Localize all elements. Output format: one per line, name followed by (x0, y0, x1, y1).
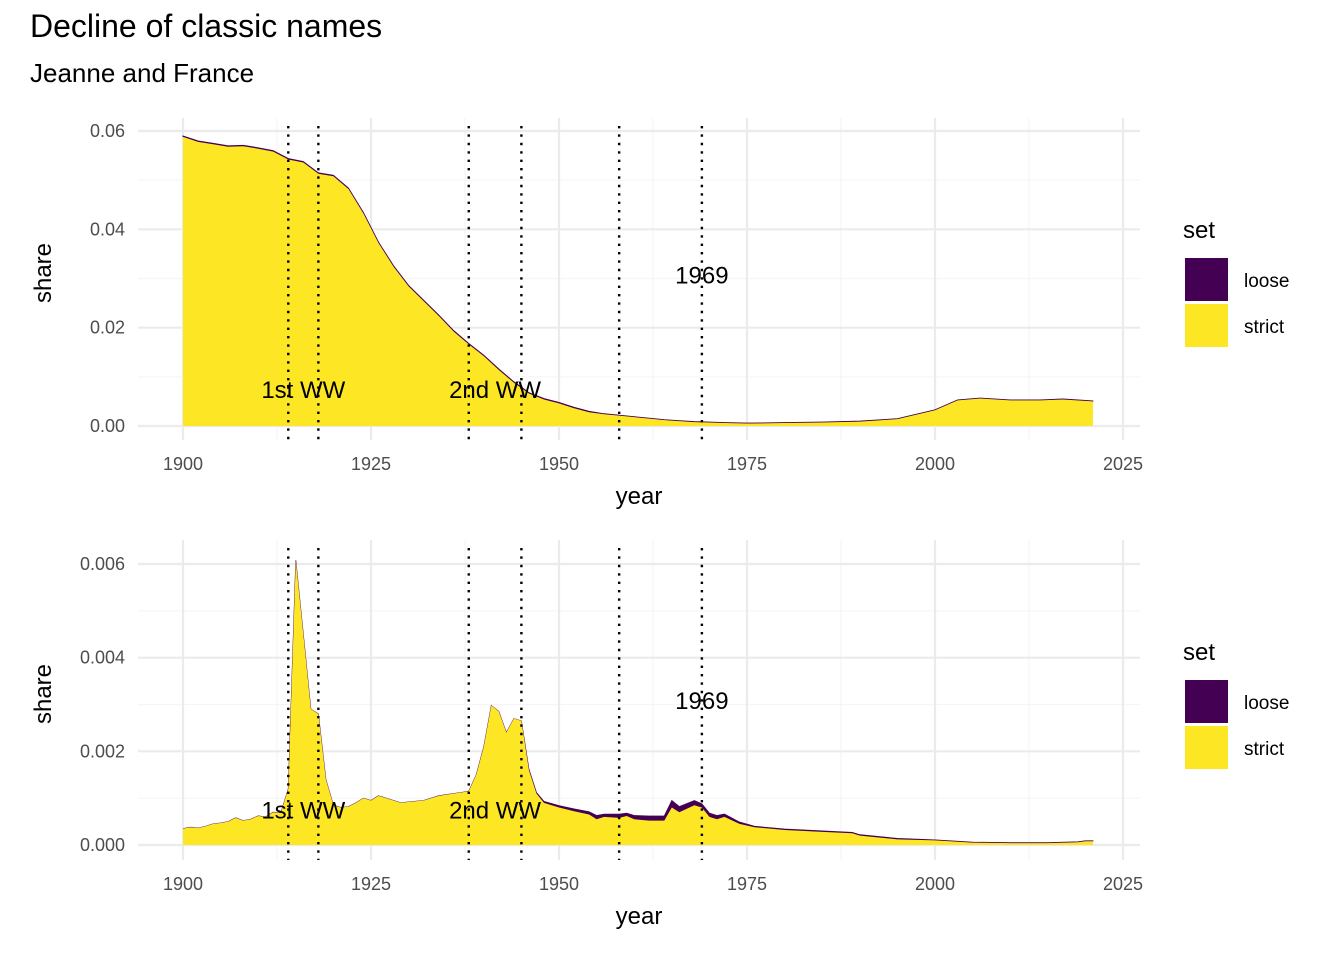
annotation-label: 2nd WW (449, 377, 541, 404)
annotation-label: 1st WW (261, 797, 345, 824)
x-axis-title: year (616, 483, 663, 510)
x-tick-label: 1925 (351, 454, 391, 474)
y-tick-label: 0.002 (80, 741, 125, 761)
legend-key-strict (1185, 726, 1228, 769)
x-tick-label: 1950 (539, 454, 579, 474)
legend-label-strict: strict (1244, 739, 1285, 760)
y-tick-label: 0.04 (90, 219, 125, 239)
series-loose-area (182, 560, 1094, 844)
legend-label-loose: loose (1244, 271, 1289, 292)
y-axis-title: share (30, 664, 57, 724)
legend: set loose strict (1183, 639, 1289, 769)
panel-2: 1st WW 2nd WW 1969 0.000 0.002 0.004 0.006 1900… (30, 540, 1289, 930)
x-tick-label: 1975 (727, 874, 767, 894)
legend-key-loose (1185, 258, 1228, 301)
y-tick-label: 0.006 (80, 554, 125, 574)
x-tick-label: 2025 (1103, 874, 1143, 894)
series-strict-area (183, 136, 1093, 426)
y-tick-label: 0.000 (80, 835, 125, 855)
x-tick-label: 2000 (915, 874, 955, 894)
chart-subtitle: Jeanne and France (30, 58, 255, 88)
chart-title: Decline of classic names (30, 8, 383, 44)
x-tick-label: 2000 (915, 454, 955, 474)
x-axis-title: year (616, 903, 663, 930)
panel-1: 1st WW 2nd WW 1969 0.00 0.02 0.04 0.06 1900 1925… (30, 118, 1289, 510)
x-tick-label: 2025 (1103, 454, 1143, 474)
series-strict-area (183, 560, 1093, 845)
annotation-label: 1969 (675, 688, 728, 715)
legend: set loose strict (1183, 217, 1289, 347)
y-tick-label: 0.004 (80, 648, 125, 668)
y-tick-label: 0.00 (90, 416, 125, 436)
y-tick-label: 0.06 (90, 121, 125, 141)
legend-title: set (1183, 217, 1215, 244)
y-axis-title: share (30, 243, 57, 303)
legend-title: set (1183, 639, 1215, 666)
legend-label-strict: strict (1244, 317, 1285, 338)
x-tick-label: 1925 (351, 874, 391, 894)
annotation-label: 2nd WW (449, 797, 541, 824)
x-tick-label: 1900 (163, 874, 203, 894)
annotation-label: 1st WW (261, 377, 345, 404)
x-tick-label: 1900 (163, 454, 203, 474)
x-tick-label: 1950 (539, 874, 579, 894)
legend-label-loose: loose (1244, 693, 1289, 714)
annotation-label: 1969 (675, 262, 728, 289)
legend-key-strict (1185, 304, 1228, 347)
x-tick-label: 1975 (727, 454, 767, 474)
legend-key-loose (1185, 680, 1228, 723)
y-tick-label: 0.02 (90, 318, 125, 338)
